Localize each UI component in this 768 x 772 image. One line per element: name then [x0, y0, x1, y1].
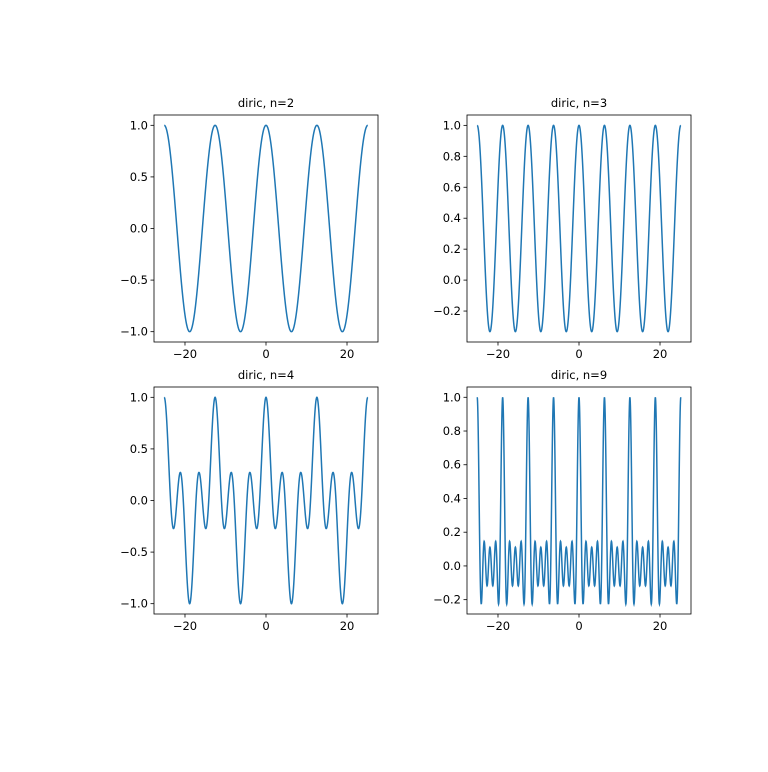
- y-tick-label: 0.6: [443, 458, 461, 472]
- y-tick-label: −0.2: [433, 593, 461, 607]
- series-line: [163, 396, 369, 605]
- y-tick-label: −0.5: [120, 273, 148, 287]
- y-tick-label: 0.8: [443, 149, 461, 163]
- x-tick-label: 0: [575, 619, 582, 633]
- subplot-title: diric, n=3: [551, 96, 607, 110]
- x-tick-label: 0: [262, 347, 269, 361]
- y-tick-label: 0.4: [443, 211, 461, 225]
- y-tick-label: 0.0: [130, 222, 148, 236]
- y-tick-label: 0.0: [130, 494, 148, 508]
- y-tick-label: 0.0: [443, 273, 461, 287]
- y-tick-label: 0.4: [443, 491, 461, 505]
- axes-frame: [466, 114, 692, 343]
- x-tick-label: 0: [575, 347, 582, 361]
- y-tick-label: 0.2: [443, 242, 461, 256]
- y-tick-label: 1.0: [443, 118, 461, 132]
- subplot-3: diric, n=4 −20 0 20 −1.0 −0.5 0.0 0.5 1.0: [120, 368, 379, 633]
- y-tick-label: 0.5: [130, 442, 148, 456]
- y-tick-label: 1.0: [130, 118, 148, 132]
- y-tick-label: 1.0: [130, 390, 148, 404]
- series-line: [164, 124, 368, 333]
- y-tick-label: 0.6: [443, 180, 461, 194]
- y-tick-label: −1.0: [120, 597, 148, 611]
- series-line: [476, 397, 682, 608]
- x-tick-label: −20: [486, 619, 510, 633]
- y-tick-label: 0.0: [443, 559, 461, 573]
- y-tick-label: 0.5: [130, 170, 148, 184]
- y-tick-label: 0.8: [443, 424, 461, 438]
- subplot-1: diric, n=2 −20 0 20 −1.0 −0.5 0.0 0.5 1.0: [120, 96, 379, 361]
- x-tick-label: 0: [262, 619, 269, 633]
- subplot-4: diric, n=9 −20 0 20 −0.2 0.0 0.2 0.4 0.6 0.8 1.0: [433, 368, 692, 633]
- axes-frame: [153, 114, 379, 343]
- x-tick-label: −20: [173, 619, 197, 633]
- subplot-title: diric, n=2: [238, 96, 294, 110]
- x-tick-label: −20: [173, 347, 197, 361]
- x-tick-label: −20: [486, 347, 510, 361]
- subplot-title: diric, n=4: [238, 368, 294, 382]
- subplot-title: diric, n=9: [551, 368, 607, 382]
- x-tick-label: 20: [340, 619, 355, 633]
- y-tick-label: −0.5: [120, 545, 148, 559]
- x-tick-label: 20: [653, 347, 668, 361]
- subplot-2: diric, n=3 −20 0 20 −0.2 0.0 0.2 0.4 0.6 0.8 1.0: [433, 96, 692, 361]
- y-tick-label: 1.0: [443, 390, 461, 404]
- x-tick-label: 20: [653, 619, 668, 633]
- y-tick-label: 0.2: [443, 525, 461, 539]
- y-tick-label: −0.2: [433, 304, 461, 318]
- y-tick-label: −1.0: [120, 325, 148, 339]
- x-tick-label: 20: [340, 347, 355, 361]
- series-line: [476, 124, 682, 333]
